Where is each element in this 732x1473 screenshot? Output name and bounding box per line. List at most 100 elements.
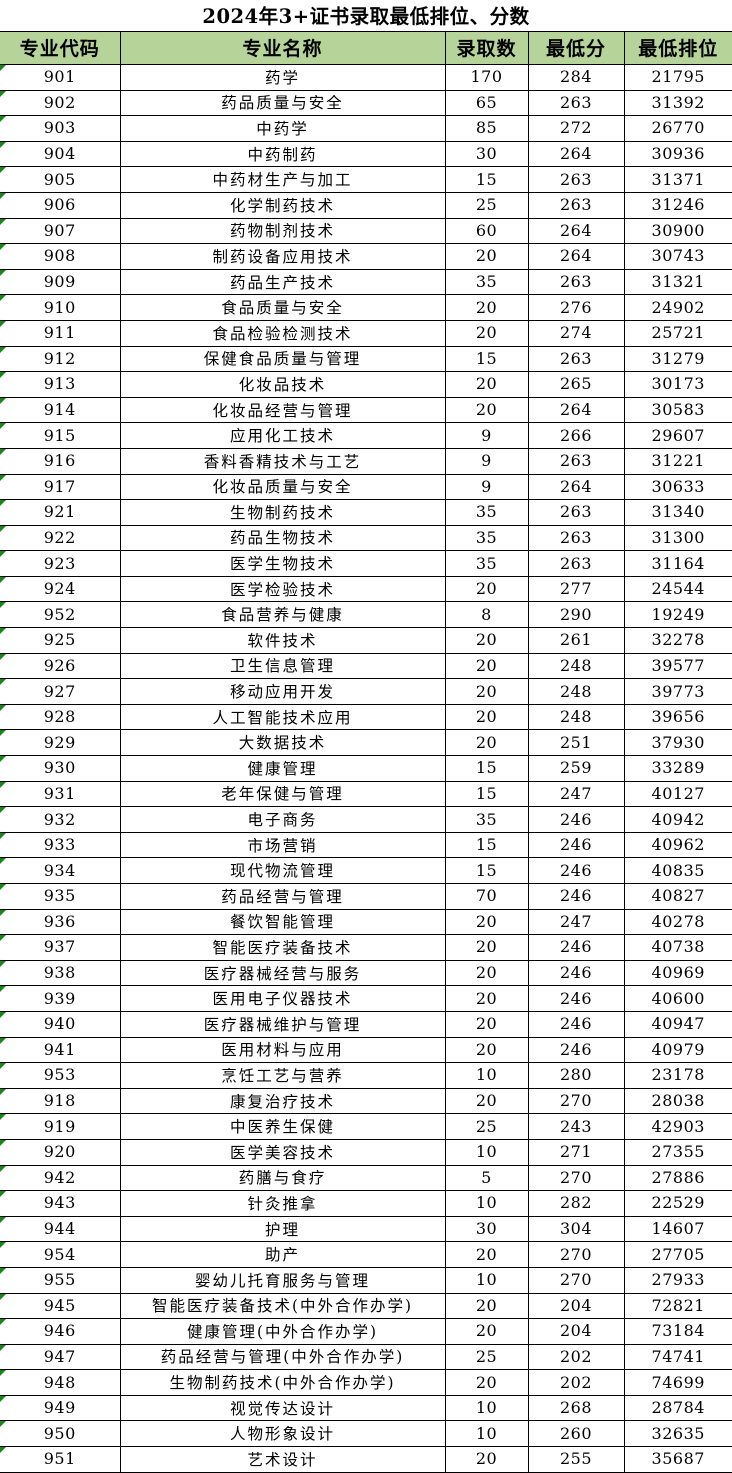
cell-min-score[interactable]: 246: [527, 985, 625, 1012]
cell-major-code[interactable]: 923: [0, 550, 121, 577]
cell-admitted-count[interactable]: 20: [444, 678, 529, 705]
cell-major-name[interactable]: 人物形象设计: [119, 1420, 446, 1448]
cell-admitted-count[interactable]: 15: [444, 166, 529, 193]
cell-major-name[interactable]: 助产: [119, 1241, 446, 1268]
cell-major-code[interactable]: 928: [0, 703, 121, 731]
cell-major-name[interactable]: 视觉传达设计: [119, 1394, 446, 1422]
cell-major-name[interactable]: 健康管理: [119, 755, 446, 782]
cell-min-rank[interactable]: 40942: [623, 806, 732, 833]
table-row[interactable]: 920 医学美容技术 10 271 27355: [0, 1138, 732, 1166]
cell-admitted-count[interactable]: 20: [444, 703, 529, 731]
cell-admitted-count[interactable]: 20: [444, 371, 529, 398]
table-row[interactable]: 930 健康管理 15 259 33289: [0, 755, 732, 782]
cell-admitted-count[interactable]: 9: [444, 473, 529, 501]
cell-admitted-count[interactable]: 20: [444, 1241, 529, 1268]
cell-major-name[interactable]: 卫生信息管理: [119, 652, 446, 680]
cell-major-code[interactable]: 937: [0, 934, 121, 961]
cell-min-rank[interactable]: 40738: [623, 934, 732, 961]
cell-major-code[interactable]: 952: [0, 601, 121, 629]
table-row[interactable]: 912 保健食品质量与管理 15 263 31279: [0, 345, 732, 373]
cell-major-code[interactable]: 911: [0, 319, 121, 347]
cell-major-code[interactable]: 944: [0, 1215, 121, 1243]
table-row[interactable]: 932 电子商务 35 246 40942: [0, 806, 732, 833]
table-row[interactable]: 945 智能医疗装备技术(中外合作办学) 20 204 72821: [0, 1292, 732, 1320]
cell-min-score[interactable]: 246: [527, 831, 625, 859]
cell-admitted-count[interactable]: 85: [444, 115, 529, 142]
cell-min-rank[interactable]: 42903: [623, 1113, 732, 1140]
table-row[interactable]: 953 烹饪工艺与营养 10 280 23178: [0, 1062, 732, 1089]
cell-major-name[interactable]: 市场营销: [119, 831, 446, 859]
cell-major-name[interactable]: 药膳与食疗: [119, 1164, 446, 1192]
cell-min-score[interactable]: 276: [527, 294, 625, 321]
cell-min-score[interactable]: 263: [527, 191, 625, 219]
cell-major-name[interactable]: 食品营养与健康: [119, 601, 446, 629]
cell-min-rank[interactable]: 40969: [623, 959, 732, 987]
table-row[interactable]: 917 化妆品质量与安全 9 264 30633: [0, 473, 732, 501]
table-row[interactable]: 929 大数据技术 20 251 37930: [0, 729, 732, 757]
cell-admitted-count[interactable]: 35: [444, 499, 529, 526]
table-row[interactable]: 915 应用化工技术 9 266 29607: [0, 422, 732, 449]
cell-min-score[interactable]: 259: [527, 755, 625, 782]
cell-min-rank[interactable]: 31221: [623, 447, 732, 475]
cell-min-rank[interactable]: 40979: [623, 1036, 732, 1064]
cell-admitted-count[interactable]: 9: [444, 447, 529, 475]
cell-min-score[interactable]: 271: [527, 1138, 625, 1166]
cell-major-code[interactable]: 907: [0, 217, 121, 245]
cell-admitted-count[interactable]: 10: [444, 1266, 529, 1294]
cell-min-rank[interactable]: 40600: [623, 985, 732, 1012]
cell-admitted-count[interactable]: 35: [444, 524, 529, 552]
cell-min-score[interactable]: 282: [527, 1190, 625, 1217]
cell-admitted-count[interactable]: 9: [444, 422, 529, 449]
cell-min-score[interactable]: 248: [527, 652, 625, 680]
cell-major-name[interactable]: 医学检验技术: [119, 575, 446, 603]
cell-min-score[interactable]: 261: [527, 627, 625, 654]
cell-admitted-count[interactable]: 60: [444, 217, 529, 245]
table-row[interactable]: 918 康复治疗技术 20 270 28038: [0, 1087, 732, 1115]
cell-major-code[interactable]: 947: [0, 1343, 121, 1371]
cell-major-name[interactable]: 化妆品技术: [119, 371, 446, 398]
cell-min-score[interactable]: 247: [527, 908, 625, 936]
table-row[interactable]: 910 食品质量与安全 20 276 24902: [0, 294, 732, 321]
cell-min-score[interactable]: 290: [527, 601, 625, 629]
cell-major-code[interactable]: 909: [0, 268, 121, 296]
table-row[interactable]: 948 生物制药技术(中外合作办学) 20 202 74699: [0, 1369, 732, 1396]
cell-min-rank[interactable]: 31392: [623, 89, 732, 117]
cell-min-rank[interactable]: 72821: [623, 1292, 732, 1320]
cell-min-score[interactable]: 263: [527, 268, 625, 296]
cell-major-name[interactable]: 药品经营与管理: [119, 883, 446, 910]
table-row[interactable]: 904 中药制药 30 264 30936: [0, 140, 732, 168]
cell-min-score[interactable]: 277: [527, 575, 625, 603]
column-header-min-rank[interactable]: 最低排位: [623, 31, 732, 65]
cell-admitted-count[interactable]: 20: [444, 1036, 529, 1064]
cell-min-score[interactable]: 270: [527, 1266, 625, 1294]
cell-major-name[interactable]: 烹饪工艺与营养: [119, 1062, 446, 1089]
cell-min-score[interactable]: 243: [527, 1113, 625, 1140]
cell-major-code[interactable]: 954: [0, 1241, 121, 1268]
cell-admitted-count[interactable]: 65: [444, 89, 529, 117]
cell-major-name[interactable]: 药品质量与安全: [119, 89, 446, 117]
cell-major-name[interactable]: 中医养生保健: [119, 1113, 446, 1140]
cell-min-score[interactable]: 270: [527, 1164, 625, 1192]
table-row[interactable]: 939 医用电子仪器技术 20 246 40600: [0, 985, 732, 1012]
cell-major-name[interactable]: 医疗器械经营与服务: [119, 959, 446, 987]
cell-major-name[interactable]: 医用电子仪器技术: [119, 985, 446, 1012]
cell-admitted-count[interactable]: 20: [444, 1292, 529, 1320]
cell-min-rank[interactable]: 19249: [623, 601, 732, 629]
cell-min-rank[interactable]: 74699: [623, 1369, 732, 1396]
cell-min-rank[interactable]: 22529: [623, 1190, 732, 1217]
cell-min-score[interactable]: 263: [527, 166, 625, 193]
table-row[interactable]: 902 药品质量与安全 65 263 31392: [0, 89, 732, 117]
cell-min-rank[interactable]: 21795: [623, 64, 732, 91]
cell-min-score[interactable]: 263: [527, 345, 625, 373]
cell-major-code[interactable]: 940: [0, 1010, 121, 1038]
cell-major-name[interactable]: 现代物流管理: [119, 857, 446, 884]
table-row[interactable]: 926 卫生信息管理 20 248 39577: [0, 652, 732, 680]
table-row[interactable]: 919 中医养生保健 25 243 42903: [0, 1113, 732, 1140]
cell-min-score[interactable]: 274: [527, 319, 625, 347]
cell-major-name[interactable]: 医学生物技术: [119, 550, 446, 577]
cell-min-rank[interactable]: 30900: [623, 217, 732, 245]
cell-min-rank[interactable]: 30743: [623, 243, 732, 270]
cell-major-code[interactable]: 942: [0, 1164, 121, 1192]
table-row[interactable]: 941 医用材料与应用 20 246 40979: [0, 1036, 732, 1064]
cell-min-score[interactable]: 270: [527, 1087, 625, 1115]
